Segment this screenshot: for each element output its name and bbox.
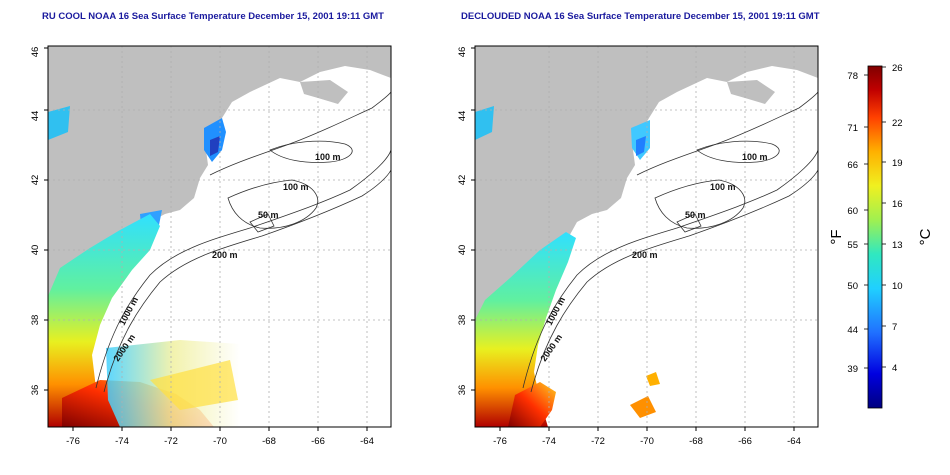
left-y-tick: 46 — [30, 47, 41, 58]
left-y-tick: 42 — [30, 175, 41, 186]
color-bar: 78 71 66 60 55 50 44 39 26 22 19 16 13 1… — [828, 63, 934, 409]
colorbar-f-tick: 50 — [847, 281, 858, 292]
left-x-tick: -76 — [66, 436, 80, 447]
colorbar-c-tick: 7 — [892, 322, 897, 333]
left-y-tick: 40 — [30, 245, 41, 256]
right-x-tick: -66 — [738, 436, 752, 447]
right-x-tick: -74 — [542, 436, 556, 447]
left-land — [48, 46, 391, 372]
right-contour-label-200m: 200 m — [632, 250, 658, 260]
left-y-axis: 36 38 40 42 44 46 — [30, 47, 48, 396]
left-x-tick: -68 — [262, 436, 276, 447]
left-x-tick: -74 — [115, 436, 129, 447]
left-map: 100 m 100 m 50 m 200 m 1000 m 2000 m — [47, 45, 392, 428]
left-x-tick: -64 — [360, 436, 374, 447]
left-contour-label-200m: 200 m — [212, 250, 238, 260]
left-contour-label-50m: 50 m — [258, 210, 279, 220]
right-y-tick: 40 — [457, 245, 468, 256]
right-x-tick: -76 — [493, 436, 507, 447]
left-x-tick: -70 — [213, 436, 227, 447]
right-land — [475, 46, 818, 372]
right-contour-label-50m: 50 m — [685, 210, 706, 220]
right-contour-label-100m-b: 100 m — [710, 182, 736, 192]
left-panel-title: RU COOL NOAA 16 Sea Surface Temperature … — [42, 11, 384, 22]
right-map: 100 m 100 m 50 m 200 m 1000 m 2000 m — [474, 45, 819, 428]
colorbar-f-tick: 55 — [847, 240, 858, 251]
right-y-tick: 46 — [457, 47, 468, 58]
right-x-tick: -70 — [640, 436, 654, 447]
right-x-tick: -72 — [591, 436, 605, 447]
right-contour-label-100m-a: 100 m — [742, 152, 768, 162]
left-x-axis: -76 -74 -72 -70 -68 -66 -64 — [66, 427, 374, 447]
colorbar-f-tick: 44 — [847, 325, 858, 336]
right-y-tick: 42 — [457, 175, 468, 186]
left-contour-label-100m-a: 100 m — [315, 152, 341, 162]
colorbar-f-tick: 39 — [847, 364, 858, 375]
colorbar-c-tick: 22 — [892, 118, 903, 129]
right-x-tick: -68 — [689, 436, 703, 447]
right-x-axis: -76 -74 -72 -70 -68 -66 -64 — [493, 427, 801, 447]
right-y-axis: 36 38 40 42 44 46 — [457, 47, 475, 396]
left-y-tick: 36 — [30, 385, 41, 396]
left-x-tick: -72 — [164, 436, 178, 447]
left-x-tick: -66 — [311, 436, 325, 447]
left-y-tick: 44 — [30, 111, 41, 122]
colorbar-c-tick: 13 — [892, 240, 903, 251]
right-y-tick: 36 — [457, 385, 468, 396]
colorbar-f-tick: 71 — [847, 123, 858, 134]
right-y-tick: 38 — [457, 315, 468, 326]
right-y-tick: 44 — [457, 111, 468, 122]
left-y-tick: 38 — [30, 315, 41, 326]
right-panel-title: DECLOUDED NOAA 16 Sea Surface Temperatur… — [461, 11, 820, 22]
colorbar-f-tick: 60 — [847, 206, 858, 217]
colorbar-c-tick: 26 — [892, 63, 903, 74]
colorbar-fahrenheit-label: °F — [828, 229, 845, 244]
left-contour-label-100m-b: 100 m — [283, 182, 309, 192]
right-x-tick: -64 — [787, 436, 801, 447]
colorbar-celsius-label: °C — [917, 228, 934, 245]
colorbar-f-tick: 66 — [847, 160, 858, 171]
colorbar-f-tick: 78 — [847, 71, 858, 82]
colorbar-c-tick: 16 — [892, 199, 903, 210]
colorbar-c-tick: 10 — [892, 281, 903, 292]
colorbar-c-tick: 19 — [892, 158, 903, 169]
colorbar-c-tick: 4 — [892, 363, 897, 374]
